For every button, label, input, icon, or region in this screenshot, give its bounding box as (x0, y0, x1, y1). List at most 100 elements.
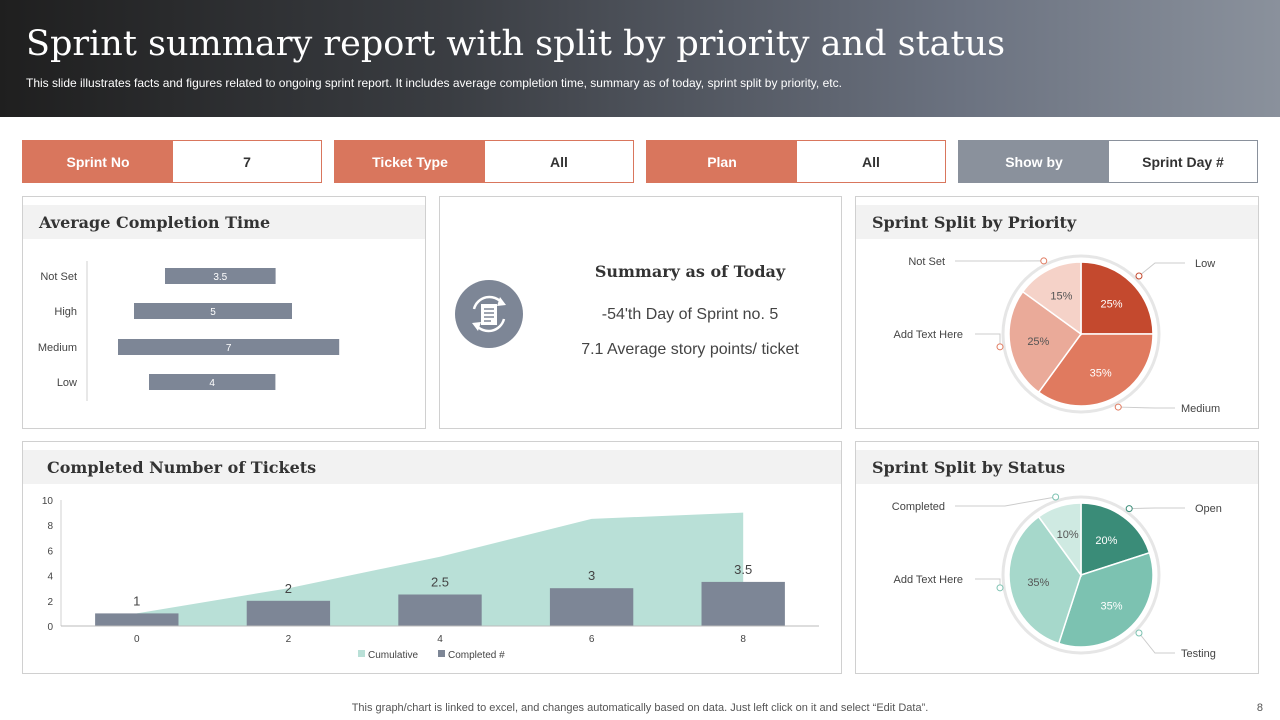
leader-dot (1135, 629, 1143, 637)
summary-line-day: -54'th Day of Sprint no. 5 (601, 306, 779, 323)
category-label: Medium (38, 342, 77, 354)
pie-value-label: 25% (1027, 336, 1049, 348)
pie-value-label: 25% (1101, 298, 1123, 310)
x-tick-label: 4 (437, 634, 443, 645)
legend-label-completed: Completed # (448, 650, 505, 661)
footer-note: This graph/chart is linked to excel, and… (351, 702, 929, 714)
avg-completion-title: Average Completion Time (23, 205, 425, 239)
bar (701, 581, 785, 626)
leader-dot (1125, 505, 1133, 513)
x-tick-label: 6 (589, 634, 595, 645)
pie-category-label: Low (1195, 258, 1215, 270)
pie-slice (1021, 261, 1082, 336)
legend-swatch-completed (438, 650, 445, 657)
avg-completion-panel: Average Completion Time Not Set 3.5 High 5 M… (22, 196, 426, 429)
summary-panel (439, 196, 842, 429)
filter-value[interactable]: 7 (173, 141, 321, 182)
pie-category-label: Medium (1181, 403, 1220, 415)
pie-value-label: 15% (1050, 291, 1072, 303)
leader-line (1138, 632, 1175, 654)
filter-ticket-type[interactable]: Ticket Type All (334, 140, 634, 183)
category-label: Low (57, 377, 77, 389)
filter-label: Show by (959, 141, 1109, 182)
tickets-title: Completed Number of Tickets (23, 450, 841, 484)
bar-value-label: 5 (210, 307, 216, 318)
leader-line (1138, 262, 1185, 277)
avg-completion-chart: Not Set 3.5 High 5 Medium 7 Low 4 (38, 261, 340, 401)
leader-line (975, 333, 1001, 347)
filter-label: Plan (647, 141, 797, 182)
priority-pie-chart: 25% Low 35% Medium 25% Add Text Here 15% Not Se… (893, 254, 1220, 415)
pie-category-label: Not Set (908, 256, 945, 268)
summary-line-points: 7.1 Average story points/ ticket (581, 341, 799, 358)
pie-value-label: 35% (1090, 367, 1112, 379)
filter-sprint-no[interactable]: Sprint No 7 (22, 140, 322, 183)
bar (118, 339, 340, 355)
pie-value-label: 35% (1101, 601, 1123, 613)
priority-title: Sprint Split by Priority (856, 205, 1258, 239)
filter-label: Ticket Type (335, 141, 485, 182)
summary-title: Summary as of Today (594, 262, 786, 281)
pie-category-label: Open (1195, 503, 1222, 515)
category-label: Not Set (40, 271, 77, 283)
bar-value-label: 4 (209, 378, 215, 389)
bar-value-label: 3.5 (734, 562, 752, 577)
filter-label: Sprint No (23, 141, 173, 182)
y-tick-label: 8 (47, 521, 53, 532)
bar (149, 374, 276, 390)
leader-dot (1135, 272, 1143, 280)
legend-swatch-cumulative (358, 650, 365, 657)
bar (549, 588, 634, 626)
y-tick-label: 0 (47, 622, 53, 633)
pie-category-label: Add Text Here (893, 574, 963, 586)
pie-value-label: 35% (1027, 577, 1049, 589)
bar-value-label: 3.5 (213, 272, 227, 283)
pie-slice (1080, 261, 1154, 335)
legend-label-cumulative: Cumulative (368, 650, 418, 661)
filter-value[interactable]: Sprint Day # (1109, 141, 1257, 182)
filter-value[interactable]: All (797, 141, 945, 182)
x-tick-label: 2 (286, 634, 292, 645)
page-title: Sprint summary report with split by prio… (26, 24, 1006, 64)
pie-value-label: 10% (1057, 529, 1079, 541)
x-tick-label: 0 (134, 634, 140, 645)
leader-dot (996, 343, 1004, 351)
bar-value-label: 2 (285, 581, 292, 596)
bar (398, 594, 482, 626)
leader-dot (996, 584, 1004, 592)
bar (134, 303, 292, 319)
pie-slice (1080, 502, 1151, 577)
filter-show-by[interactable]: Show by Sprint Day # (958, 140, 1258, 183)
leader-line (975, 578, 1001, 588)
y-tick-label: 2 (47, 597, 53, 608)
document-refresh-icon (454, 279, 524, 349)
y-tick-label: 10 (42, 496, 54, 507)
bar-value-label: 7 (226, 343, 232, 354)
bar-value-label: 1 (133, 593, 140, 608)
bar-value-label: 3 (588, 568, 595, 583)
leader-dot (1114, 403, 1122, 411)
leader-line (1129, 507, 1185, 510)
y-tick-label: 4 (47, 572, 53, 583)
leader-dot (1052, 493, 1060, 501)
pie-slice (1008, 515, 1082, 645)
pie-category-label: Completed (892, 501, 945, 513)
status-pie-chart: 20% Open 35% Testing 35% Add Text Here 10% Comp… (892, 493, 1222, 660)
page-number: 8 (1256, 702, 1263, 714)
bar (246, 600, 331, 626)
filter-value[interactable]: All (485, 141, 633, 182)
category-label: High (54, 306, 77, 318)
bar-value-label: 2.5 (431, 575, 449, 590)
pie-category-label: Add Text Here (893, 329, 963, 341)
pie-slice (1008, 290, 1083, 394)
leader-line (1118, 406, 1175, 409)
filter-plan[interactable]: Plan All (646, 140, 946, 183)
x-tick-label: 8 (740, 634, 746, 645)
page-subtitle: This slide illustrates facts and figures… (26, 76, 842, 90)
status-title: Sprint Split by Status (856, 450, 1258, 484)
leader-dot (1040, 257, 1048, 265)
bar (95, 613, 179, 626)
pie-value-label: 20% (1095, 535, 1117, 547)
pie-slice (1057, 551, 1154, 648)
